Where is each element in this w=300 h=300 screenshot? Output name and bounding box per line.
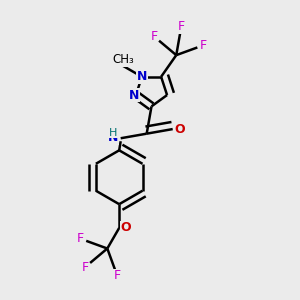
Text: N: N: [108, 131, 119, 144]
Text: F: F: [178, 20, 185, 33]
Text: F: F: [151, 30, 158, 43]
Text: N: N: [129, 88, 140, 102]
Text: CH₃: CH₃: [112, 53, 134, 66]
Text: F: F: [76, 232, 84, 245]
Text: F: F: [200, 39, 207, 52]
Text: F: F: [114, 269, 121, 282]
Text: O: O: [174, 123, 184, 136]
Text: H: H: [109, 128, 117, 138]
Text: N: N: [137, 70, 147, 83]
Text: O: O: [121, 221, 131, 234]
Text: F: F: [82, 261, 88, 274]
